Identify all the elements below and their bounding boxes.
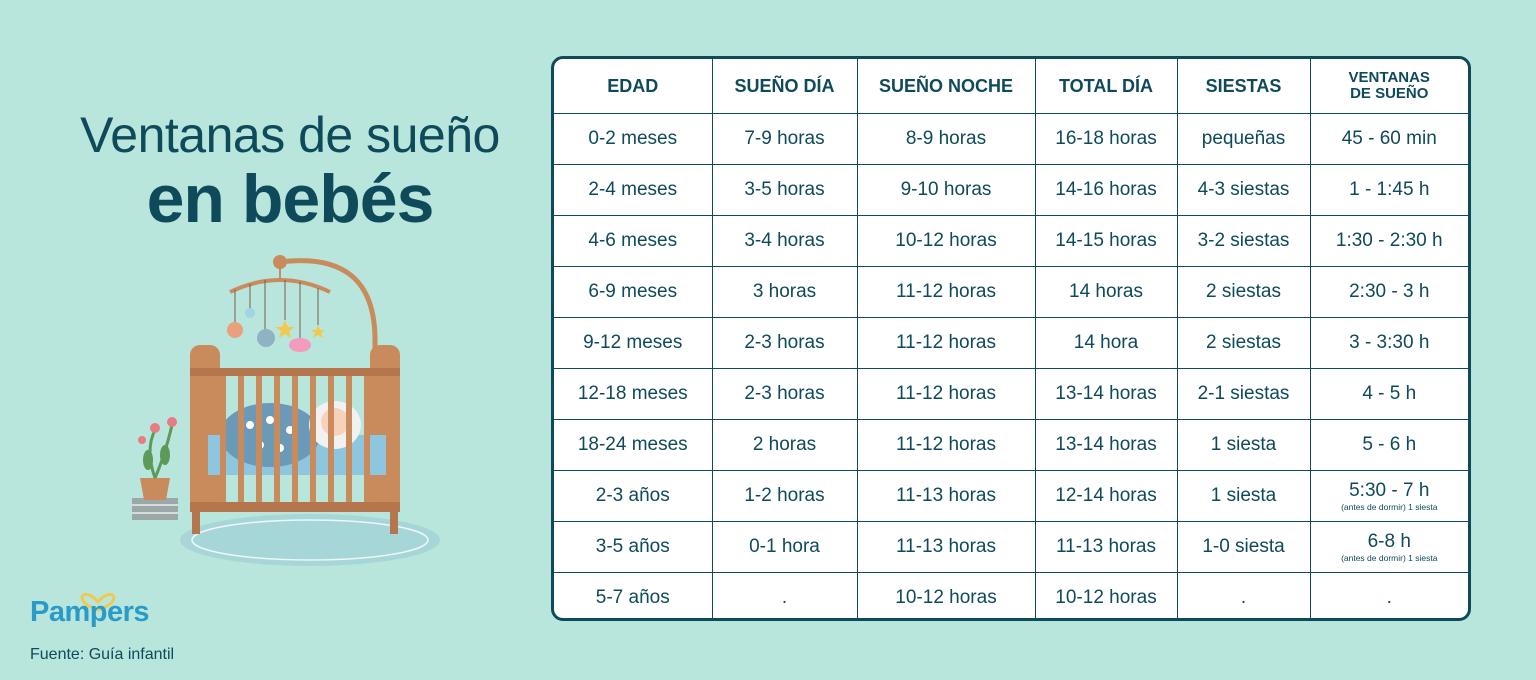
ventanas-value: 4 - 5 h: [1362, 383, 1417, 404]
cell-total: 12-14 horas: [1035, 470, 1178, 522]
cell-ventanas: .: [1310, 573, 1468, 619]
flower-pot-icon: [132, 417, 178, 520]
cell-edad: 2-4 meses: [554, 164, 713, 216]
table-row: 5-7 años. 10-12 horas 10-12 horas..: [554, 572, 1468, 619]
cell-total: 13-14 horas: [1035, 419, 1178, 471]
cell-siestas: .: [1177, 572, 1311, 618]
cell-siestas: 1 siesta: [1177, 419, 1311, 471]
cell-noche: 11-12 horas: [857, 368, 1036, 420]
header-sueno-noche: SUEÑO NOCHE: [857, 59, 1036, 114]
cell-total: 16-18 horas: [1035, 113, 1178, 165]
crib-illustration: [132, 255, 440, 566]
ventanas-note: (antes de dormir) 1 siesta: [1341, 501, 1438, 512]
table-row: 18-24 meses 2 horas 11-12 horas 13-14 horas…: [554, 419, 1468, 471]
cell-siestas: 4-3 siestas: [1177, 164, 1311, 216]
cell-ventanas: 6-8 h (antes de dormir) 1 siesta: [1310, 521, 1468, 573]
cell-siestas: 2-1 siestas: [1177, 368, 1311, 420]
ventanas-value: 3 - 3:30 h: [1349, 332, 1430, 353]
source-credit: Fuente: Guía infantil: [30, 646, 175, 663]
cell-ventanas: 1:30 - 2:30 h: [1310, 215, 1468, 267]
cell-ventanas: 5 - 6 h: [1310, 419, 1468, 471]
header-ventanas: VENTANAS DE SUEÑO: [1310, 59, 1468, 114]
cell-edad: 0-2 meses: [554, 113, 713, 165]
table-row: 6-9 meses 3 horas 11-12 horas 14 horas 2 sie…: [554, 266, 1468, 318]
cell-edad: 4-6 meses: [554, 215, 713, 267]
ventanas-value: 45 - 60 min: [1341, 128, 1437, 149]
ventanas-value: 5 - 6 h: [1362, 434, 1417, 455]
cell-ventanas: 5:30 - 7 h (antes de dormir) 1 siesta: [1310, 470, 1468, 522]
table-row: 2-4 meses 3-5 horas 9-10 horas 14-16 horas 4…: [554, 164, 1468, 216]
cell-dia: 2 horas: [712, 419, 858, 471]
cell-noche: 9-10 horas: [857, 164, 1036, 216]
cell-noche: 10-12 horas: [857, 215, 1036, 267]
cell-dia: 1-2 horas: [712, 470, 858, 522]
cell-dia: 0-1 hora: [712, 521, 858, 573]
cell-edad: 12-18 meses: [554, 368, 713, 420]
pampers-logo: Pampers: [30, 596, 150, 628]
header-total-dia: TOTAL DÍA: [1035, 59, 1178, 114]
table-row: 2-3 años 1-2 horas 11-13 horas 12-14 horas 1…: [554, 470, 1468, 522]
cell-siestas: 1-0 siesta: [1177, 521, 1311, 573]
cell-noche: 11-12 horas: [857, 419, 1036, 471]
cell-siestas: 1 siesta: [1177, 470, 1311, 522]
ventanas-note: (antes de dormir) 1 siesta: [1341, 552, 1438, 563]
cell-siestas: 2 siestas: [1177, 317, 1311, 369]
cell-noche: 11-13 horas: [857, 470, 1036, 522]
pampers-heart-icon: [80, 593, 116, 612]
baby-mobile-icon: [227, 255, 378, 360]
cell-dia: 3-5 horas: [712, 164, 858, 216]
ventanas-value: 1 - 1:45 h: [1349, 179, 1430, 200]
cell-edad: 2-3 años: [554, 470, 713, 522]
sleep-windows-table: EDAD SUEÑO DÍA SUEÑO NOCHE TOTAL DÍA SIE…: [551, 56, 1471, 621]
ventanas-value: 6-8 h: [1367, 530, 1411, 552]
cell-noche: 8-9 horas: [857, 113, 1036, 165]
table-row: 12-18 meses 2-3 horas 11-12 horas 13-14 hor…: [554, 368, 1468, 420]
ventanas-value: 2:30 - 3 h: [1349, 281, 1430, 302]
cell-siestas: 3-2 siestas: [1177, 215, 1311, 267]
header-siestas: SIESTAS: [1177, 59, 1311, 114]
table-row: 0-2 meses 7-9 horas 8-9 horas 16-18 horas pe…: [554, 113, 1468, 165]
cell-dia: .: [712, 572, 858, 618]
cell-dia: 3-4 horas: [712, 215, 858, 267]
table-header-row: EDAD SUEÑO DÍA SUEÑO NOCHE TOTAL DÍA SIE…: [554, 59, 1468, 114]
cell-edad: 6-9 meses: [554, 266, 713, 318]
cell-total: 14 hora: [1035, 317, 1178, 369]
cell-noche: 11-13 horas: [857, 521, 1036, 573]
cell-siestas: pequeñas: [1177, 113, 1311, 165]
title-line-1: Ventanas de sueño: [80, 107, 500, 163]
table-row: 9-12 meses 2-3 horas 11-12 horas 14 hora 2 s…: [554, 317, 1468, 369]
cell-noche: 10-12 horas: [857, 572, 1036, 618]
ventanas-value: 5:30 - 7 h: [1349, 479, 1430, 501]
ventanas-value: 1:30 - 2:30 h: [1335, 230, 1443, 251]
cell-ventanas: 2:30 - 3 h: [1310, 266, 1468, 318]
header-edad: EDAD: [554, 59, 713, 114]
cell-edad: 9-12 meses: [554, 317, 713, 369]
ventanas-value: .: [1386, 587, 1392, 608]
cell-noche: 11-12 horas: [857, 266, 1036, 318]
cell-noche: 11-12 horas: [857, 317, 1036, 369]
cell-ventanas: 1 - 1:45 h: [1310, 164, 1468, 216]
cell-total: 14 horas: [1035, 266, 1178, 318]
title-line-2: en bebés: [146, 161, 435, 237]
cell-ventanas: 45 - 60 min: [1310, 113, 1468, 165]
cell-ventanas: 3 - 3:30 h: [1310, 317, 1468, 369]
cell-total: 14-15 horas: [1035, 215, 1178, 267]
cell-dia: 3 horas: [712, 266, 858, 318]
cell-edad: 18-24 meses: [554, 419, 713, 471]
cell-siestas: 2 siestas: [1177, 266, 1311, 318]
header-sueno-dia: SUEÑO DÍA: [712, 59, 858, 114]
cell-edad: 5-7 años: [554, 572, 713, 618]
cell-edad: 3-5 años: [554, 521, 713, 573]
table-row: 4-6 meses 3-4 horas 10-12 horas 14-15 horas…: [554, 215, 1468, 267]
cell-total: 13-14 horas: [1035, 368, 1178, 420]
cell-dia: 7-9 horas: [712, 113, 858, 165]
cell-total: 10-12 horas: [1035, 572, 1178, 618]
cell-ventanas: 4 - 5 h: [1310, 368, 1468, 420]
table-row: 3-5 años 0-1 hora 11-13 horas 11-13 horas 1-…: [554, 521, 1468, 573]
cell-dia: 2-3 horas: [712, 317, 858, 369]
cell-total: 14-16 horas: [1035, 164, 1178, 216]
cell-dia: 2-3 horas: [712, 368, 858, 420]
cell-total: 11-13 horas: [1035, 521, 1178, 573]
